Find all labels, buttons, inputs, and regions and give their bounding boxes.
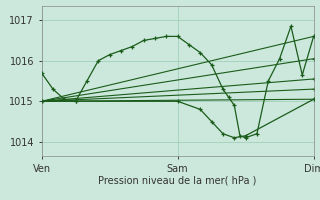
X-axis label: Pression niveau de la mer( hPa ): Pression niveau de la mer( hPa ) <box>99 175 257 185</box>
